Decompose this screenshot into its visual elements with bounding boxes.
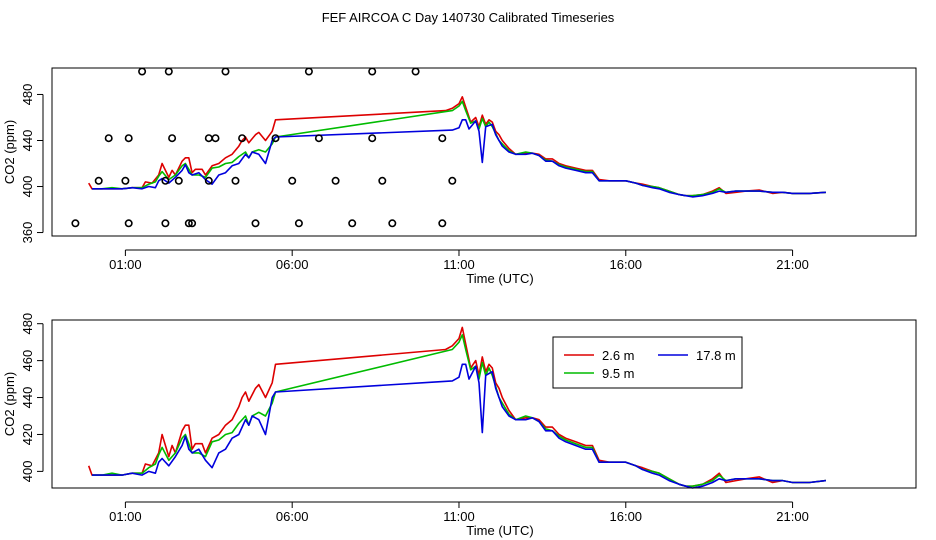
x-tick-label: 01:00 [109, 257, 142, 272]
marker-point [411, 67, 420, 76]
y-tick-label: 440 [20, 387, 35, 409]
marker-point [204, 134, 213, 143]
marker-point [438, 219, 447, 228]
legend-label-2-6m: 2.6 m [602, 348, 635, 363]
marker-point [304, 67, 313, 76]
legend-box [552, 336, 743, 389]
marker-point [438, 134, 447, 143]
legend-label-9-5m: 9.5 m [602, 366, 635, 381]
marker-point [378, 176, 387, 185]
x-tick-label: 11:00 [443, 257, 475, 272]
marker-point [314, 134, 323, 143]
marker-point [164, 67, 173, 76]
y-tick-label: 400 [20, 176, 35, 198]
marker-point [188, 219, 197, 228]
marker-point [448, 176, 457, 185]
top-panel-frame [51, 67, 917, 237]
bottom-panel-y-axis-label: CO2 (ppm) [2, 372, 17, 436]
x-tick-label: 21:00 [776, 257, 809, 272]
marker-point [71, 219, 80, 228]
marker-point [368, 134, 377, 143]
bottom-panel-x-axis-label: Time (UTC) [466, 523, 533, 538]
marker-point [288, 176, 297, 185]
bottom-panel-x-ticks: 01:00 06:00 11:00 16:00 21:00 [109, 501, 809, 524]
top-panel-markers [71, 67, 457, 228]
legend-label-17-8m: 17.8 m [696, 348, 736, 363]
x-tick-label: 11:00 [443, 509, 475, 524]
marker-point [168, 134, 177, 143]
y-tick-label: 440 [20, 130, 35, 152]
top-panel-x-ticks: 01:00 06:00 11:00 16:00 21:00 [109, 249, 809, 272]
x-tick-label: 06:00 [276, 509, 309, 524]
bottom-panel-y-ticks: 400 420 440 460 480 [20, 313, 44, 483]
y-tick-label: 400 [20, 461, 35, 483]
marker-point [204, 176, 213, 185]
marker-point [331, 176, 340, 185]
top-panel-y-ticks: 360 400 440 480 [20, 84, 44, 244]
marker-point [238, 134, 247, 143]
x-tick-label: 01:00 [109, 509, 142, 524]
top-panel-series [88, 96, 826, 198]
y-tick-label: 480 [20, 313, 35, 335]
y-tick-label: 360 [20, 222, 35, 244]
x-tick-label: 16:00 [610, 257, 643, 272]
marker-point [294, 219, 303, 228]
y-tick-label: 460 [20, 350, 35, 372]
marker-point [161, 219, 170, 228]
marker-point [138, 67, 147, 76]
top-panel-y-axis-label: CO2 (ppm) [2, 120, 17, 184]
marker-point [211, 134, 220, 143]
bottom-panel-series [87, 326, 826, 489]
bottom-series-line-17-8m [92, 363, 826, 489]
marker-point [174, 176, 183, 185]
marker-point [231, 176, 240, 185]
top-panel: 01:00 06:00 11:00 16:00 21:00 360 400 440 480 T… [2, 67, 917, 286]
chart-title: FEF AIRCOA C Day 140730 Calibrated Times… [322, 10, 615, 25]
x-tick-label: 21:00 [776, 509, 809, 524]
marker-point [124, 134, 133, 143]
bottom-panel-frame [51, 319, 917, 489]
y-tick-label: 480 [20, 84, 35, 106]
marker-point [221, 67, 230, 76]
legend: 2.6 m 9.5 m 17.8 m [552, 336, 743, 389]
marker-point [368, 67, 377, 76]
top-series-line-17-8m [92, 119, 826, 198]
top-panel-x-axis-label: Time (UTC) [466, 271, 533, 286]
top-series-line-9-5m [92, 100, 826, 197]
marker-point [251, 219, 260, 228]
marker-point [184, 219, 193, 228]
marker-point [104, 134, 113, 143]
y-tick-label: 420 [20, 424, 35, 446]
marker-point [161, 176, 170, 185]
marker-point [121, 176, 130, 185]
marker-point [124, 219, 133, 228]
marker-point [94, 176, 103, 185]
top-series-line-2-6m [88, 96, 826, 197]
x-tick-label: 16:00 [610, 509, 643, 524]
x-tick-label: 06:00 [276, 257, 309, 272]
marker-point [271, 134, 280, 143]
marker-point [348, 219, 357, 228]
marker-point [388, 219, 397, 228]
bottom-panel: 01:00 06:00 11:00 16:00 21:00 400 420 440 460 48… [2, 313, 917, 538]
